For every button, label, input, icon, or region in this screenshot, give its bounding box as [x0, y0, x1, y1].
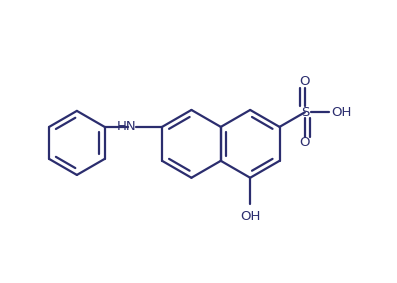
Text: HN: HN: [117, 120, 136, 133]
Text: S: S: [301, 106, 309, 119]
Text: O: O: [300, 136, 310, 149]
Text: OH: OH: [240, 210, 260, 223]
Text: OH: OH: [331, 106, 352, 119]
Text: O: O: [300, 75, 310, 88]
